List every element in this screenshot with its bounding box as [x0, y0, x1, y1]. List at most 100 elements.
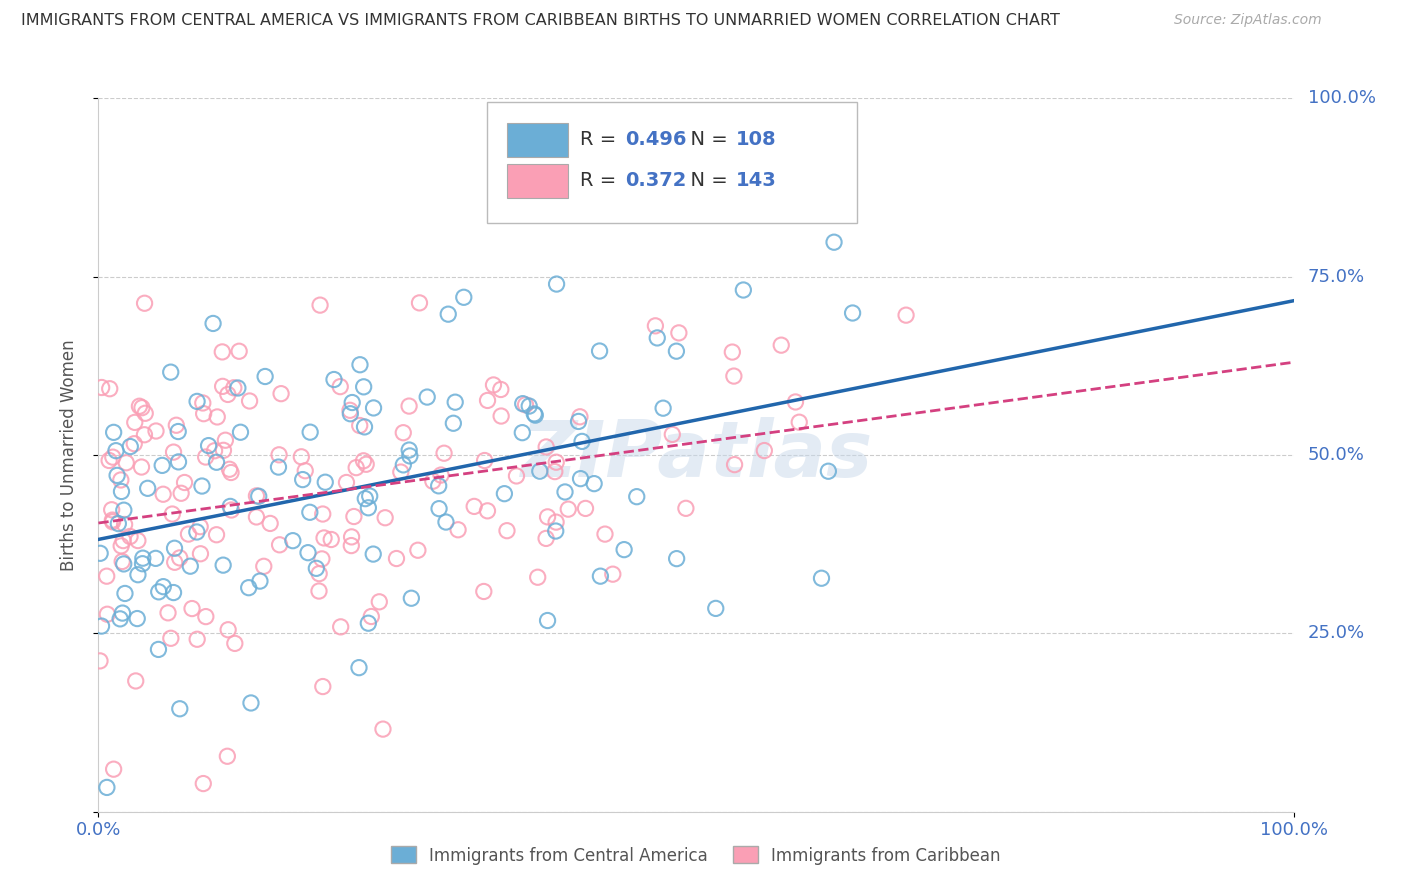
- Text: 50.0%: 50.0%: [1308, 446, 1365, 464]
- Point: [477, 504, 499, 518]
- Point: [329, 620, 352, 634]
- Point: [238, 581, 260, 595]
- Point: [626, 490, 648, 504]
- Text: 75.0%: 75.0%: [1308, 268, 1365, 285]
- Point: [323, 372, 346, 386]
- Point: [408, 296, 430, 310]
- Point: [841, 306, 863, 320]
- Point: [360, 609, 382, 624]
- Point: [810, 571, 832, 585]
- Point: [110, 473, 132, 487]
- Point: [162, 507, 184, 521]
- Point: [188, 519, 211, 533]
- Point: [349, 418, 371, 433]
- Text: 25.0%: 25.0%: [1308, 624, 1365, 642]
- Point: [437, 307, 460, 321]
- Point: [173, 475, 195, 490]
- Point: [169, 702, 191, 716]
- Point: [489, 383, 512, 397]
- Point: [557, 502, 579, 516]
- Point: [401, 591, 423, 606]
- Point: [299, 425, 322, 439]
- Point: [112, 557, 135, 571]
- Point: [602, 567, 624, 582]
- Point: [115, 456, 138, 470]
- Text: ZIPatlas: ZIPatlas: [520, 417, 872, 493]
- Point: [165, 418, 187, 433]
- Point: [645, 331, 668, 345]
- Point: [308, 584, 330, 599]
- Point: [259, 516, 281, 531]
- Point: [114, 586, 136, 600]
- Point: [212, 558, 235, 573]
- Text: N =: N =: [678, 170, 734, 190]
- Point: [98, 382, 121, 396]
- Point: [197, 439, 219, 453]
- Point: [194, 609, 217, 624]
- Point: [127, 533, 149, 548]
- Point: [226, 381, 249, 395]
- FancyBboxPatch shape: [508, 164, 568, 198]
- Point: [254, 369, 277, 384]
- Text: 143: 143: [735, 170, 776, 190]
- FancyBboxPatch shape: [486, 102, 858, 223]
- Legend: Immigrants from Central America, Immigrants from Caribbean: Immigrants from Central America, Immigra…: [384, 839, 1008, 871]
- Point: [523, 407, 546, 421]
- Point: [569, 472, 592, 486]
- Point: [101, 450, 124, 465]
- Point: [224, 636, 246, 650]
- Point: [340, 395, 363, 409]
- Point: [132, 551, 155, 566]
- Point: [177, 527, 200, 541]
- Point: [704, 601, 727, 615]
- Point: [496, 524, 519, 538]
- Point: [152, 580, 174, 594]
- Point: [110, 539, 132, 553]
- Point: [536, 509, 558, 524]
- Point: [205, 527, 228, 541]
- Point: [385, 551, 408, 566]
- Point: [186, 524, 208, 539]
- Point: [219, 466, 242, 480]
- Point: [281, 533, 304, 548]
- Point: [406, 543, 429, 558]
- Point: [186, 394, 208, 409]
- Point: [312, 531, 335, 545]
- Point: [368, 595, 391, 609]
- Text: 108: 108: [735, 130, 776, 149]
- Point: [107, 516, 129, 531]
- Point: [267, 448, 290, 462]
- Point: [207, 409, 229, 424]
- Point: [510, 425, 533, 440]
- Point: [389, 465, 412, 479]
- Point: [354, 457, 377, 471]
- Point: [205, 455, 228, 469]
- Point: [169, 550, 191, 565]
- Point: [160, 632, 183, 646]
- Point: [128, 399, 150, 413]
- Point: [817, 464, 839, 478]
- Point: [574, 501, 596, 516]
- Point: [398, 443, 420, 458]
- Point: [770, 338, 793, 352]
- Point: [267, 460, 290, 475]
- Point: [218, 462, 240, 476]
- Point: [148, 584, 170, 599]
- Point: [589, 569, 612, 583]
- Point: [112, 503, 135, 517]
- Point: [124, 416, 146, 430]
- Point: [526, 570, 548, 584]
- Point: [131, 401, 153, 415]
- Point: [675, 501, 697, 516]
- Point: [312, 507, 335, 521]
- Point: [167, 425, 190, 439]
- Point: [309, 298, 332, 312]
- Point: [122, 436, 145, 450]
- Point: [111, 554, 134, 568]
- Point: [294, 464, 316, 478]
- Point: [103, 425, 125, 440]
- Point: [353, 380, 375, 394]
- Point: [145, 551, 167, 566]
- Point: [517, 399, 540, 413]
- Point: [472, 584, 495, 599]
